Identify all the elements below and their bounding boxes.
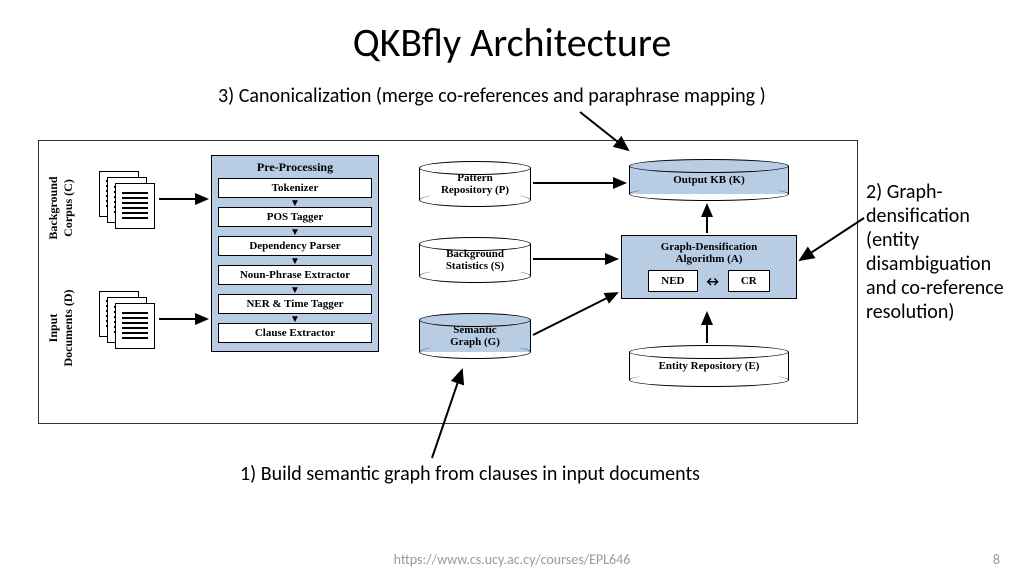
algorithm-header: Graph-DensificationAlgorithm (A) <box>628 241 790 265</box>
background-corpus-label: BackgroundCorpus (C) <box>46 168 76 248</box>
stage-ner-time: NER & Time Tagger <box>218 294 372 314</box>
annotation-canonicalization: 3) Canonicalization (merge co-references… <box>218 84 766 108</box>
page-title: QKBfly Architecture <box>0 0 1024 67</box>
bidirectional-icon: ↔ <box>704 273 722 290</box>
pattern-repository-cylinder: PatternRepository (P) <box>419 161 531 207</box>
stage-dependency-parser: Dependency Parser <box>218 236 372 256</box>
stage-noun-phrase: Noun-Phrase Extractor <box>218 265 372 285</box>
background-stats-cylinder: BackgroundStatistics (S) <box>419 237 531 283</box>
annotation-densification: 2) Graph-densification (entity disambigu… <box>866 180 1022 324</box>
ned-box: NED <box>648 270 697 292</box>
page-number: 8 <box>993 551 1000 568</box>
semantic-graph-cylinder: SemanticGraph (G) <box>419 313 531 359</box>
entity-repository-cylinder: Entity Repository (E) <box>629 345 789 387</box>
stage-clause-extractor: Clause Extractor <box>218 323 372 343</box>
annotation-semantic-graph: 1) Build semantic graph from clauses in … <box>240 462 700 486</box>
output-kb-cylinder: Output KB (K) <box>629 159 789 201</box>
input-documents-icon <box>99 291 159 345</box>
stage-tokenizer: Tokenizer <box>218 178 372 198</box>
graph-densification-block: Graph-DensificationAlgorithm (A) NED ↔ C… <box>621 235 797 299</box>
input-documents-label: InputDocuments (D) <box>46 288 76 368</box>
stage-pos-tagger: POS Tagger <box>218 207 372 227</box>
preprocessing-block: Pre-Processing Tokenizer ▼ POS Tagger ▼ … <box>211 155 379 352</box>
footer-url: https://www.cs.ucy.ac.cy/courses/EPL646 <box>0 551 1024 568</box>
preprocessing-header: Pre-Processing <box>218 160 372 175</box>
cr-box: CR <box>728 270 770 292</box>
architecture-diagram: BackgroundCorpus (C) InputDocuments (D) … <box>38 140 858 424</box>
background-corpus-icon <box>99 171 159 225</box>
